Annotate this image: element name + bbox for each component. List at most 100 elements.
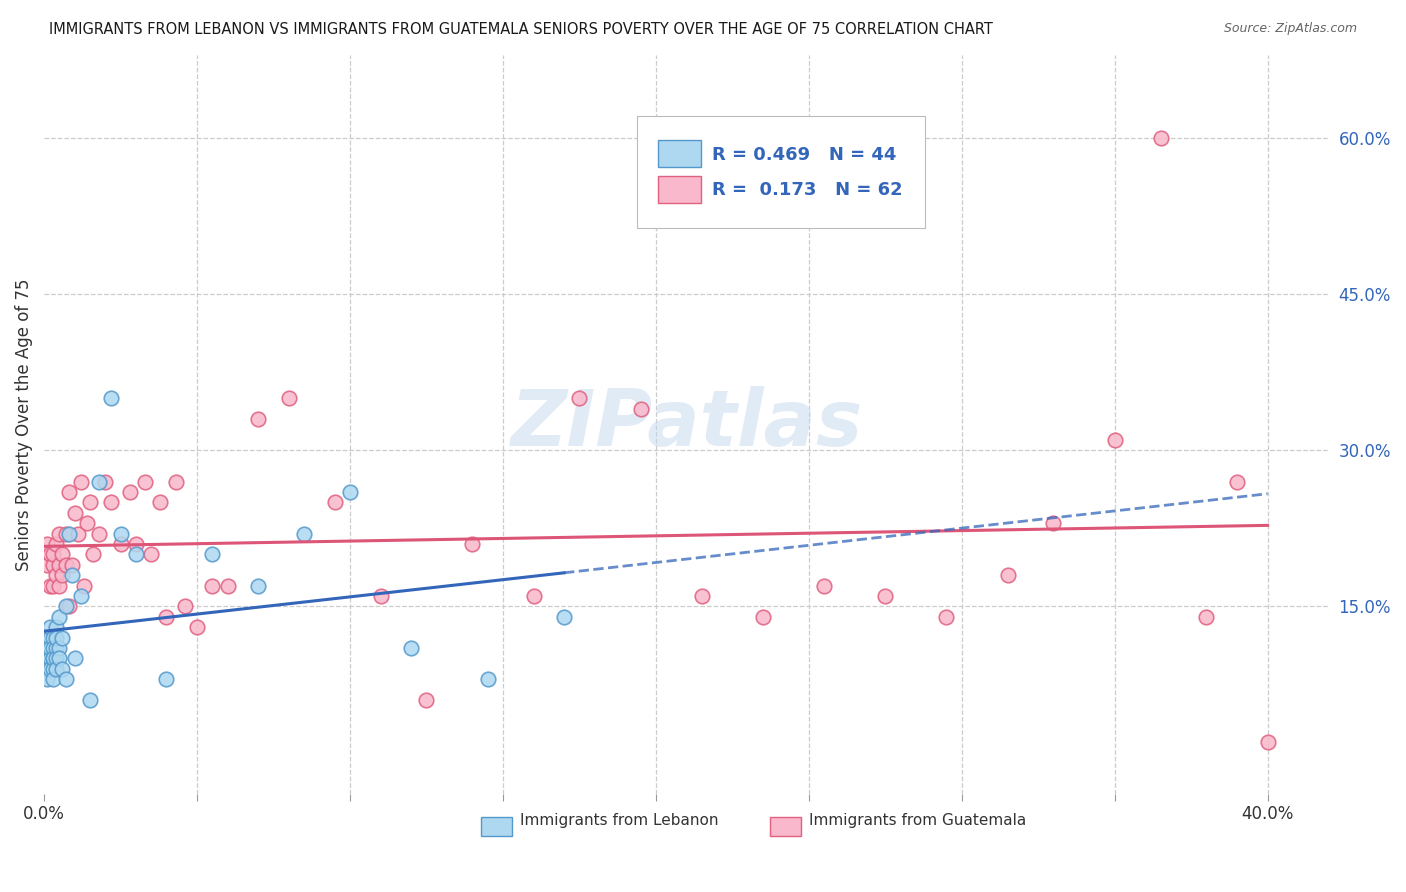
Point <box>48 579 70 593</box>
Point <box>100 495 122 509</box>
Point <box>935 610 957 624</box>
Point <box>370 589 392 603</box>
Text: R = 0.469   N = 44: R = 0.469 N = 44 <box>711 145 896 164</box>
Point <box>186 620 208 634</box>
Point <box>42 651 65 665</box>
Point <box>42 558 65 572</box>
Point <box>58 485 80 500</box>
Text: IMMIGRANTS FROM LEBANON VS IMMIGRANTS FROM GUATEMALA SENIORS POVERTY OVER THE AG: IMMIGRANTS FROM LEBANON VS IMMIGRANTS FR… <box>49 22 993 37</box>
Point <box>1226 475 1249 489</box>
Point <box>690 589 713 603</box>
Point <box>63 651 86 665</box>
Text: Immigrants from Lebanon: Immigrants from Lebanon <box>520 813 718 828</box>
Text: ZIPatlas: ZIPatlas <box>510 386 862 462</box>
Point <box>45 631 67 645</box>
Point <box>165 475 187 489</box>
Point <box>45 620 67 634</box>
Text: R =  0.173   N = 62: R = 0.173 N = 62 <box>711 181 903 200</box>
Point <box>173 599 195 614</box>
Point <box>48 641 70 656</box>
Point <box>37 662 59 676</box>
Point <box>48 558 70 572</box>
Point <box>94 475 117 489</box>
Point <box>201 548 224 562</box>
Point <box>48 651 70 665</box>
Point <box>141 548 163 562</box>
Point <box>45 537 67 551</box>
Point <box>42 662 65 676</box>
Point <box>201 579 224 593</box>
Point <box>477 672 499 686</box>
Point <box>155 672 177 686</box>
Point <box>42 548 65 562</box>
Point <box>568 392 591 406</box>
Point <box>339 485 361 500</box>
Point <box>45 568 67 582</box>
Point <box>73 579 96 593</box>
Point <box>45 651 67 665</box>
Point <box>39 548 62 562</box>
Point <box>48 526 70 541</box>
Point <box>51 662 73 676</box>
Point <box>155 610 177 624</box>
Point <box>39 620 62 634</box>
Text: Source: ZipAtlas.com: Source: ZipAtlas.com <box>1223 22 1357 36</box>
Point <box>461 537 484 551</box>
Point <box>292 526 315 541</box>
Point <box>89 475 111 489</box>
Point <box>39 651 62 665</box>
Point <box>42 672 65 686</box>
Point <box>149 495 172 509</box>
Point <box>1104 433 1126 447</box>
Point <box>69 475 91 489</box>
Point <box>42 631 65 645</box>
Point <box>39 579 62 593</box>
Point <box>42 651 65 665</box>
Point <box>37 558 59 572</box>
Point <box>82 548 104 562</box>
Point <box>125 548 148 562</box>
Point <box>415 693 437 707</box>
Point <box>51 568 73 582</box>
Point <box>813 579 835 593</box>
Point <box>55 526 77 541</box>
Point <box>875 589 897 603</box>
Point <box>553 610 575 624</box>
Text: Immigrants from Guatemala: Immigrants from Guatemala <box>810 813 1026 828</box>
Point <box>39 662 62 676</box>
Point <box>45 641 67 656</box>
Point <box>55 558 77 572</box>
Point <box>55 672 77 686</box>
Point <box>58 599 80 614</box>
Point <box>37 651 59 665</box>
Point <box>79 495 101 509</box>
Point <box>69 589 91 603</box>
Point <box>110 537 132 551</box>
Point <box>134 475 156 489</box>
Point <box>37 641 59 656</box>
Point <box>37 537 59 551</box>
Point <box>37 672 59 686</box>
Point <box>51 548 73 562</box>
Point <box>76 516 98 531</box>
Point <box>66 526 89 541</box>
Point <box>79 693 101 707</box>
Point <box>323 495 346 509</box>
Point <box>48 610 70 624</box>
Point <box>110 526 132 541</box>
Point <box>217 579 239 593</box>
Point <box>60 558 83 572</box>
Point <box>45 662 67 676</box>
Point <box>89 526 111 541</box>
Point <box>752 610 775 624</box>
Point <box>42 579 65 593</box>
Point <box>51 631 73 645</box>
Point <box>58 526 80 541</box>
Point <box>63 506 86 520</box>
Point <box>997 568 1019 582</box>
Point <box>399 641 422 656</box>
Point <box>55 599 77 614</box>
Point <box>247 412 270 426</box>
Point <box>42 641 65 656</box>
Point <box>60 568 83 582</box>
